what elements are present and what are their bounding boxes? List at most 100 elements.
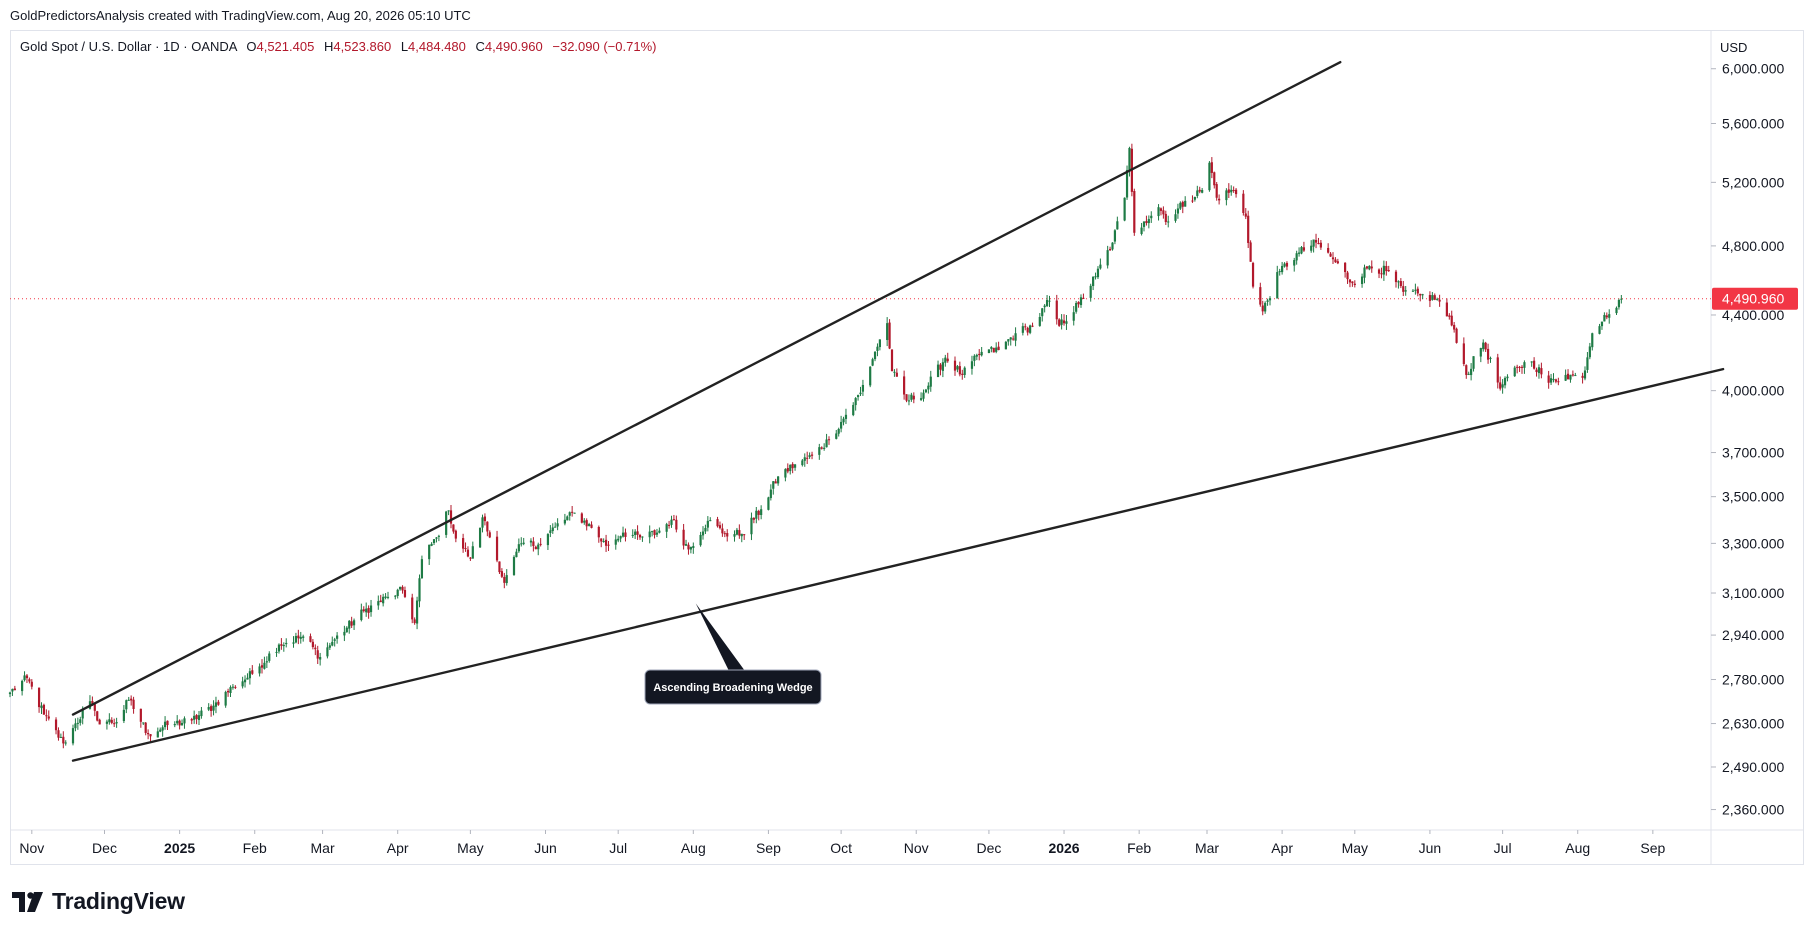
- candle-body: [919, 398, 923, 400]
- candle: [309, 633, 312, 643]
- candle-body: [282, 645, 285, 647]
- trendline-upper[interactable]: [71, 60, 1342, 716]
- candle: [110, 717, 113, 725]
- candle-body: [478, 527, 482, 548]
- candle-body: [1583, 370, 1587, 379]
- candle-body: [1377, 269, 1381, 274]
- candle-body: [1499, 382, 1502, 389]
- candle-body: [590, 524, 593, 528]
- candle: [682, 523, 685, 550]
- candle: [1300, 246, 1303, 255]
- chart-attribution: GoldPredictorsAnalysis created with Trad…: [10, 8, 471, 23]
- candle: [539, 538, 542, 547]
- candle: [161, 725, 164, 737]
- candle-body: [500, 571, 503, 577]
- candle: [478, 527, 482, 548]
- wedge-annotation[interactable]: Ascending Broadening Wedge: [644, 603, 822, 705]
- candle: [1031, 322, 1034, 328]
- candle: [1329, 252, 1332, 257]
- candle: [415, 596, 419, 630]
- candle-body: [1387, 270, 1390, 272]
- candle-body: [1077, 301, 1080, 305]
- candle-body: [1225, 190, 1228, 201]
- annotation-box[interactable]: [644, 669, 822, 705]
- candle-body: [667, 524, 671, 526]
- candle: [350, 616, 353, 629]
- candle: [1617, 298, 1621, 310]
- price-axis-label: 4,800.000: [1722, 238, 1784, 254]
- candle-body: [224, 691, 227, 706]
- change-value: −32.090 (−0.71%): [552, 39, 657, 54]
- time-axis-label: Jun: [1419, 840, 1442, 856]
- candle-body: [415, 600, 419, 624]
- candle: [79, 716, 82, 726]
- candle-body: [302, 636, 305, 638]
- candle: [59, 733, 62, 738]
- tradingview-logo[interactable]: TradingView: [12, 888, 185, 915]
- candle: [735, 527, 739, 536]
- candle-body: [970, 361, 974, 369]
- candle-body: [769, 489, 772, 499]
- candle-body: [1094, 276, 1097, 278]
- candle-body: [774, 481, 777, 484]
- candle: [871, 357, 874, 367]
- candle: [11, 688, 14, 696]
- candle-body: [1600, 321, 1604, 327]
- tradingview-logo-icon: [12, 891, 43, 912]
- candle: [767, 496, 770, 511]
- candle: [941, 358, 944, 378]
- candle: [195, 714, 198, 725]
- candle-body: [757, 510, 760, 515]
- price-axis-label: 2,780.000: [1722, 672, 1784, 688]
- candle: [428, 544, 431, 565]
- candle-body: [1523, 362, 1526, 368]
- candle-body: [1513, 367, 1516, 377]
- candle-body: [369, 605, 373, 613]
- candle: [1024, 323, 1027, 331]
- candle-body: [147, 733, 150, 735]
- candle-body: [161, 727, 164, 731]
- candle: [517, 538, 520, 553]
- candle: [1004, 340, 1007, 350]
- candle-body: [411, 597, 414, 620]
- candle: [394, 595, 397, 600]
- candle-body: [958, 366, 961, 375]
- time-axis[interactable]: Nov Dec 2025 Feb Mar Apr May Jun Jul Aug Sep Oct Nov…: [19, 830, 1666, 856]
- candle: [500, 568, 503, 579]
- price-axis[interactable]: 6,000.000 5,600.000 5,200.000 4,800.000 4,40…: [1711, 61, 1784, 818]
- symbol-title[interactable]: Gold Spot / U.S. Dollar · 1D · OANDA: [20, 39, 237, 54]
- candle-body: [1281, 265, 1284, 273]
- candle-body: [115, 722, 118, 724]
- candle: [1331, 252, 1335, 265]
- candle: [495, 530, 499, 563]
- currency-selector[interactable]: USD: [1720, 40, 1748, 55]
- candle: [1232, 186, 1235, 193]
- candle-body: [1266, 300, 1269, 302]
- candle: [1111, 242, 1114, 251]
- price-axis-label: 6,000.000: [1722, 61, 1784, 77]
- candle-body: [791, 463, 794, 469]
- candle-body: [961, 373, 964, 375]
- candle-body: [234, 686, 237, 688]
- candle: [1142, 221, 1146, 232]
- trendline-lower[interactable]: [71, 367, 1725, 762]
- candle-body: [929, 376, 932, 387]
- time-axis-label: Mar: [1195, 840, 1219, 856]
- candle-body: [871, 359, 874, 366]
- candle-body: [454, 530, 457, 539]
- candle-body: [1317, 243, 1320, 245]
- candle-body: [706, 520, 709, 528]
- candle-body: [1380, 273, 1383, 275]
- candle: [716, 516, 719, 528]
- candle: [418, 574, 421, 608]
- candle: [21, 679, 24, 696]
- candle-body: [1540, 368, 1543, 375]
- candle: [1218, 194, 1221, 205]
- trendlines[interactable]: [71, 60, 1725, 762]
- candle: [1310, 240, 1313, 253]
- candle: [399, 586, 402, 591]
- candle-body: [1215, 184, 1218, 198]
- candle: [958, 361, 961, 377]
- candle-body: [583, 520, 586, 523]
